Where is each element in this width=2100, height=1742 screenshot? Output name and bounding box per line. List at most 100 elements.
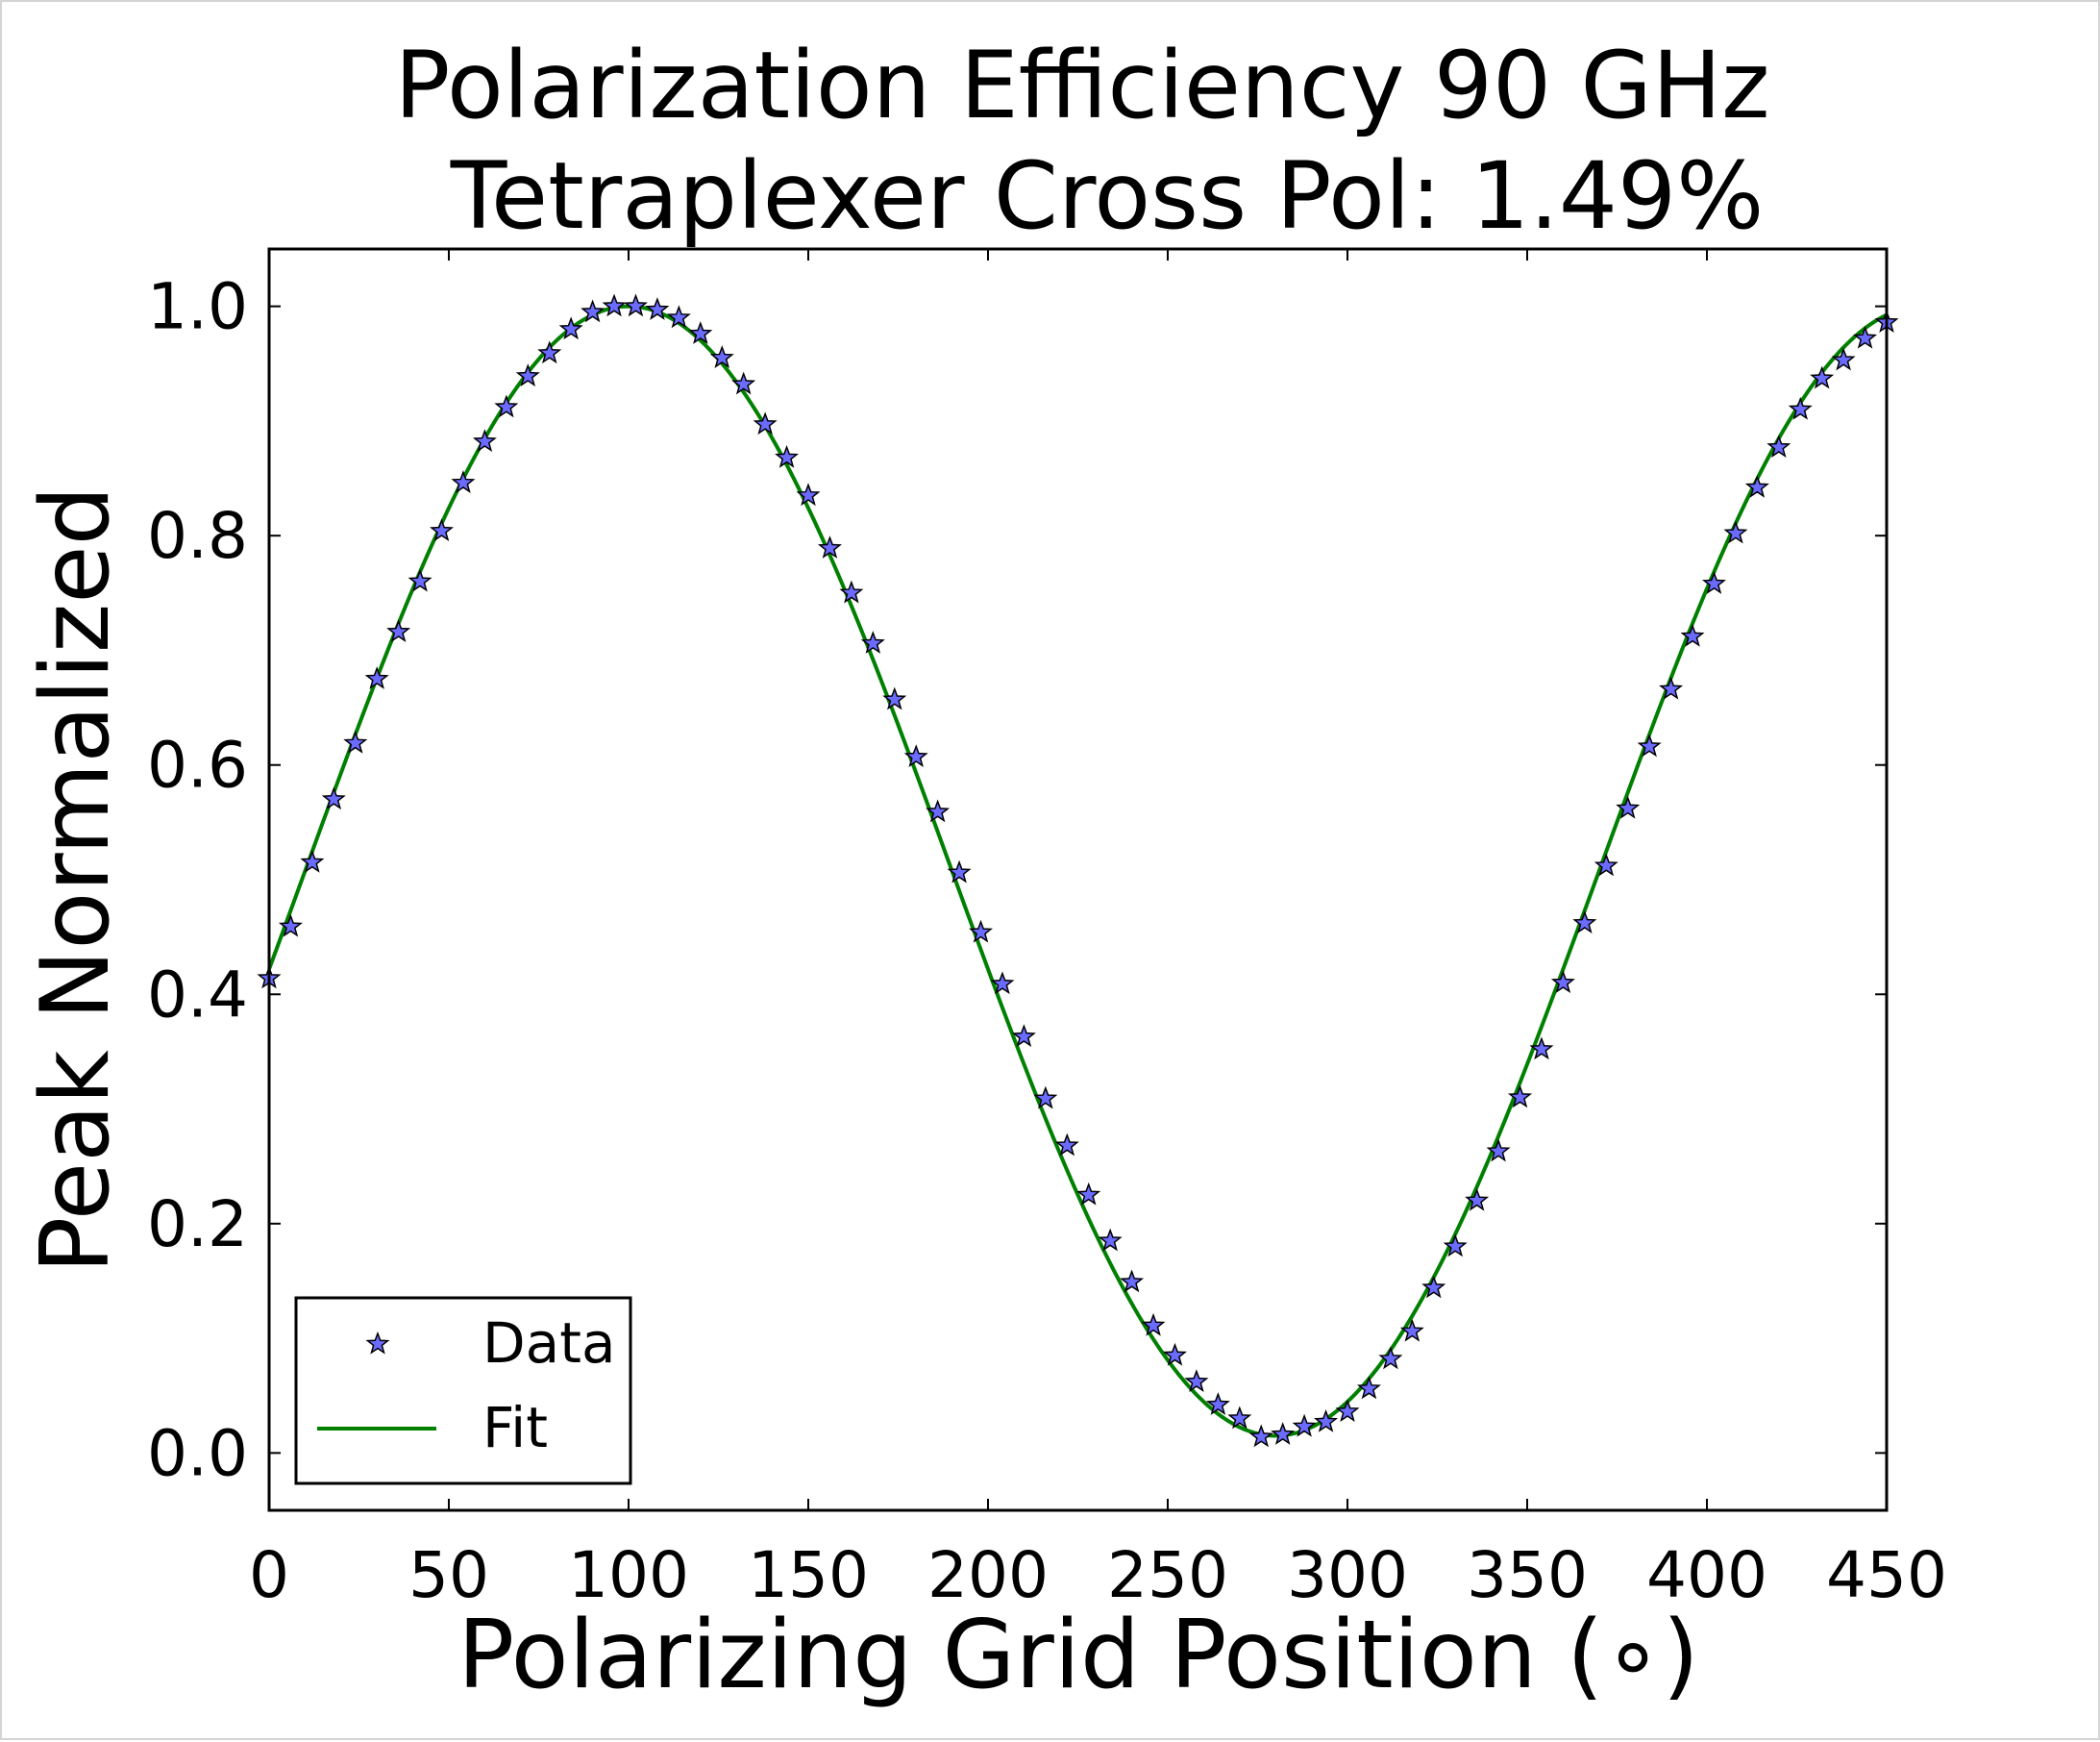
data-point — [321, 786, 346, 810]
data-point — [645, 297, 670, 320]
data-point — [1486, 1138, 1511, 1162]
legend: Data Fit — [294, 1296, 632, 1485]
data-point — [1659, 676, 1684, 700]
data-point — [1141, 1312, 1166, 1336]
data-point — [581, 299, 605, 323]
data-point — [364, 666, 389, 689]
data-point — [1594, 853, 1618, 877]
data-point — [1853, 325, 1878, 349]
data-point — [1701, 571, 1726, 594]
data-point — [839, 580, 864, 604]
x-tick-label: 300 — [1287, 1538, 1408, 1612]
data-point — [1443, 1233, 1468, 1257]
data-point — [472, 429, 497, 453]
legend-fit-label: Fit — [482, 1395, 548, 1460]
y-axis-label: Peak Normalized — [21, 485, 131, 1274]
y-tick-label: 0.6 — [147, 729, 248, 803]
data-point — [1810, 365, 1835, 389]
data-point — [666, 305, 691, 329]
data-point — [1399, 1318, 1424, 1342]
tick-layer: 0 50 100 150 200 250 300 350 400 450 0.0 0.2 0.4 0.6 0… — [147, 249, 1947, 1612]
data-point — [1788, 396, 1813, 420]
x-tick-label: 350 — [1467, 1538, 1588, 1612]
data-point — [731, 371, 756, 395]
data-point — [1162, 1342, 1187, 1366]
data-point — [1550, 970, 1575, 993]
data-point — [1248, 1424, 1273, 1448]
data-point — [817, 535, 842, 559]
data-point — [386, 619, 411, 643]
data-point — [558, 316, 583, 340]
data-point — [515, 363, 540, 387]
data-point — [688, 321, 713, 344]
data-point — [1184, 1369, 1209, 1393]
data-point — [903, 744, 928, 768]
y-tick-label: 0.0 — [147, 1416, 248, 1490]
y-tick-label: 0.2 — [147, 1187, 248, 1261]
data-point — [796, 483, 821, 507]
data-point — [1465, 1187, 1490, 1211]
data-point — [1292, 1413, 1317, 1437]
data-point — [1831, 347, 1856, 371]
data-point — [1723, 520, 1748, 544]
data-point — [1572, 910, 1597, 933]
data-point — [882, 686, 907, 710]
data-point — [947, 859, 972, 883]
data-point — [1120, 1269, 1145, 1293]
data-point — [969, 919, 994, 943]
data-point — [278, 913, 303, 937]
x-tick-label: 150 — [748, 1538, 869, 1612]
data-point — [1529, 1036, 1554, 1060]
data-point — [1378, 1346, 1403, 1370]
x-tick-label: 200 — [927, 1538, 1049, 1612]
data-point — [1766, 435, 1791, 458]
data-point — [623, 293, 648, 317]
legend-data-marker — [365, 1331, 390, 1355]
data-point — [408, 568, 432, 592]
data-point — [860, 631, 885, 654]
x-tick-label: 50 — [408, 1538, 489, 1612]
data-point — [430, 518, 455, 542]
x-tick-label: 250 — [1107, 1538, 1228, 1612]
data-point — [1421, 1275, 1446, 1299]
data-point — [1054, 1132, 1079, 1157]
y-tick-label: 0.8 — [147, 499, 248, 573]
plot-area — [267, 247, 1889, 1512]
y-tick-label: 1.0 — [147, 270, 248, 344]
data-point — [775, 444, 800, 468]
fit-line — [267, 304, 1888, 1438]
data-point — [1680, 624, 1705, 647]
x-axis-label: Polarizing Grid Position (∘) — [457, 1601, 1699, 1710]
data-point — [1227, 1406, 1252, 1430]
data-point — [343, 730, 368, 754]
data-point — [1616, 795, 1641, 819]
data-point — [1335, 1399, 1360, 1423]
data-point — [1314, 1409, 1339, 1432]
data-point — [1205, 1392, 1230, 1415]
chart-title: Polarization Efficiency 90 GHz — [394, 32, 1769, 139]
legend-star-icon — [365, 1331, 390, 1355]
y-tick-label: 0.4 — [147, 958, 248, 1032]
data-point — [1637, 734, 1662, 758]
data-point — [300, 849, 325, 873]
data-point — [990, 971, 1015, 995]
data-point — [753, 411, 778, 436]
data-point — [1271, 1422, 1296, 1445]
x-tick-label: 0 — [249, 1538, 289, 1612]
data-point — [537, 340, 562, 364]
data-point — [1011, 1024, 1036, 1048]
data-point — [1033, 1085, 1058, 1109]
legend-data-label: Data — [482, 1310, 616, 1376]
x-tick-label: 100 — [568, 1538, 689, 1612]
data-point — [709, 345, 734, 368]
data-point — [602, 293, 627, 317]
fit-layer — [267, 304, 1888, 1438]
legend-box — [294, 1296, 632, 1485]
chart-subtitle: Tetraplexer Cross Pol: 1.49% — [450, 142, 1765, 250]
data-point — [1098, 1228, 1123, 1252]
data-point — [926, 799, 951, 823]
data-point — [1356, 1376, 1381, 1400]
data-point — [451, 470, 476, 493]
